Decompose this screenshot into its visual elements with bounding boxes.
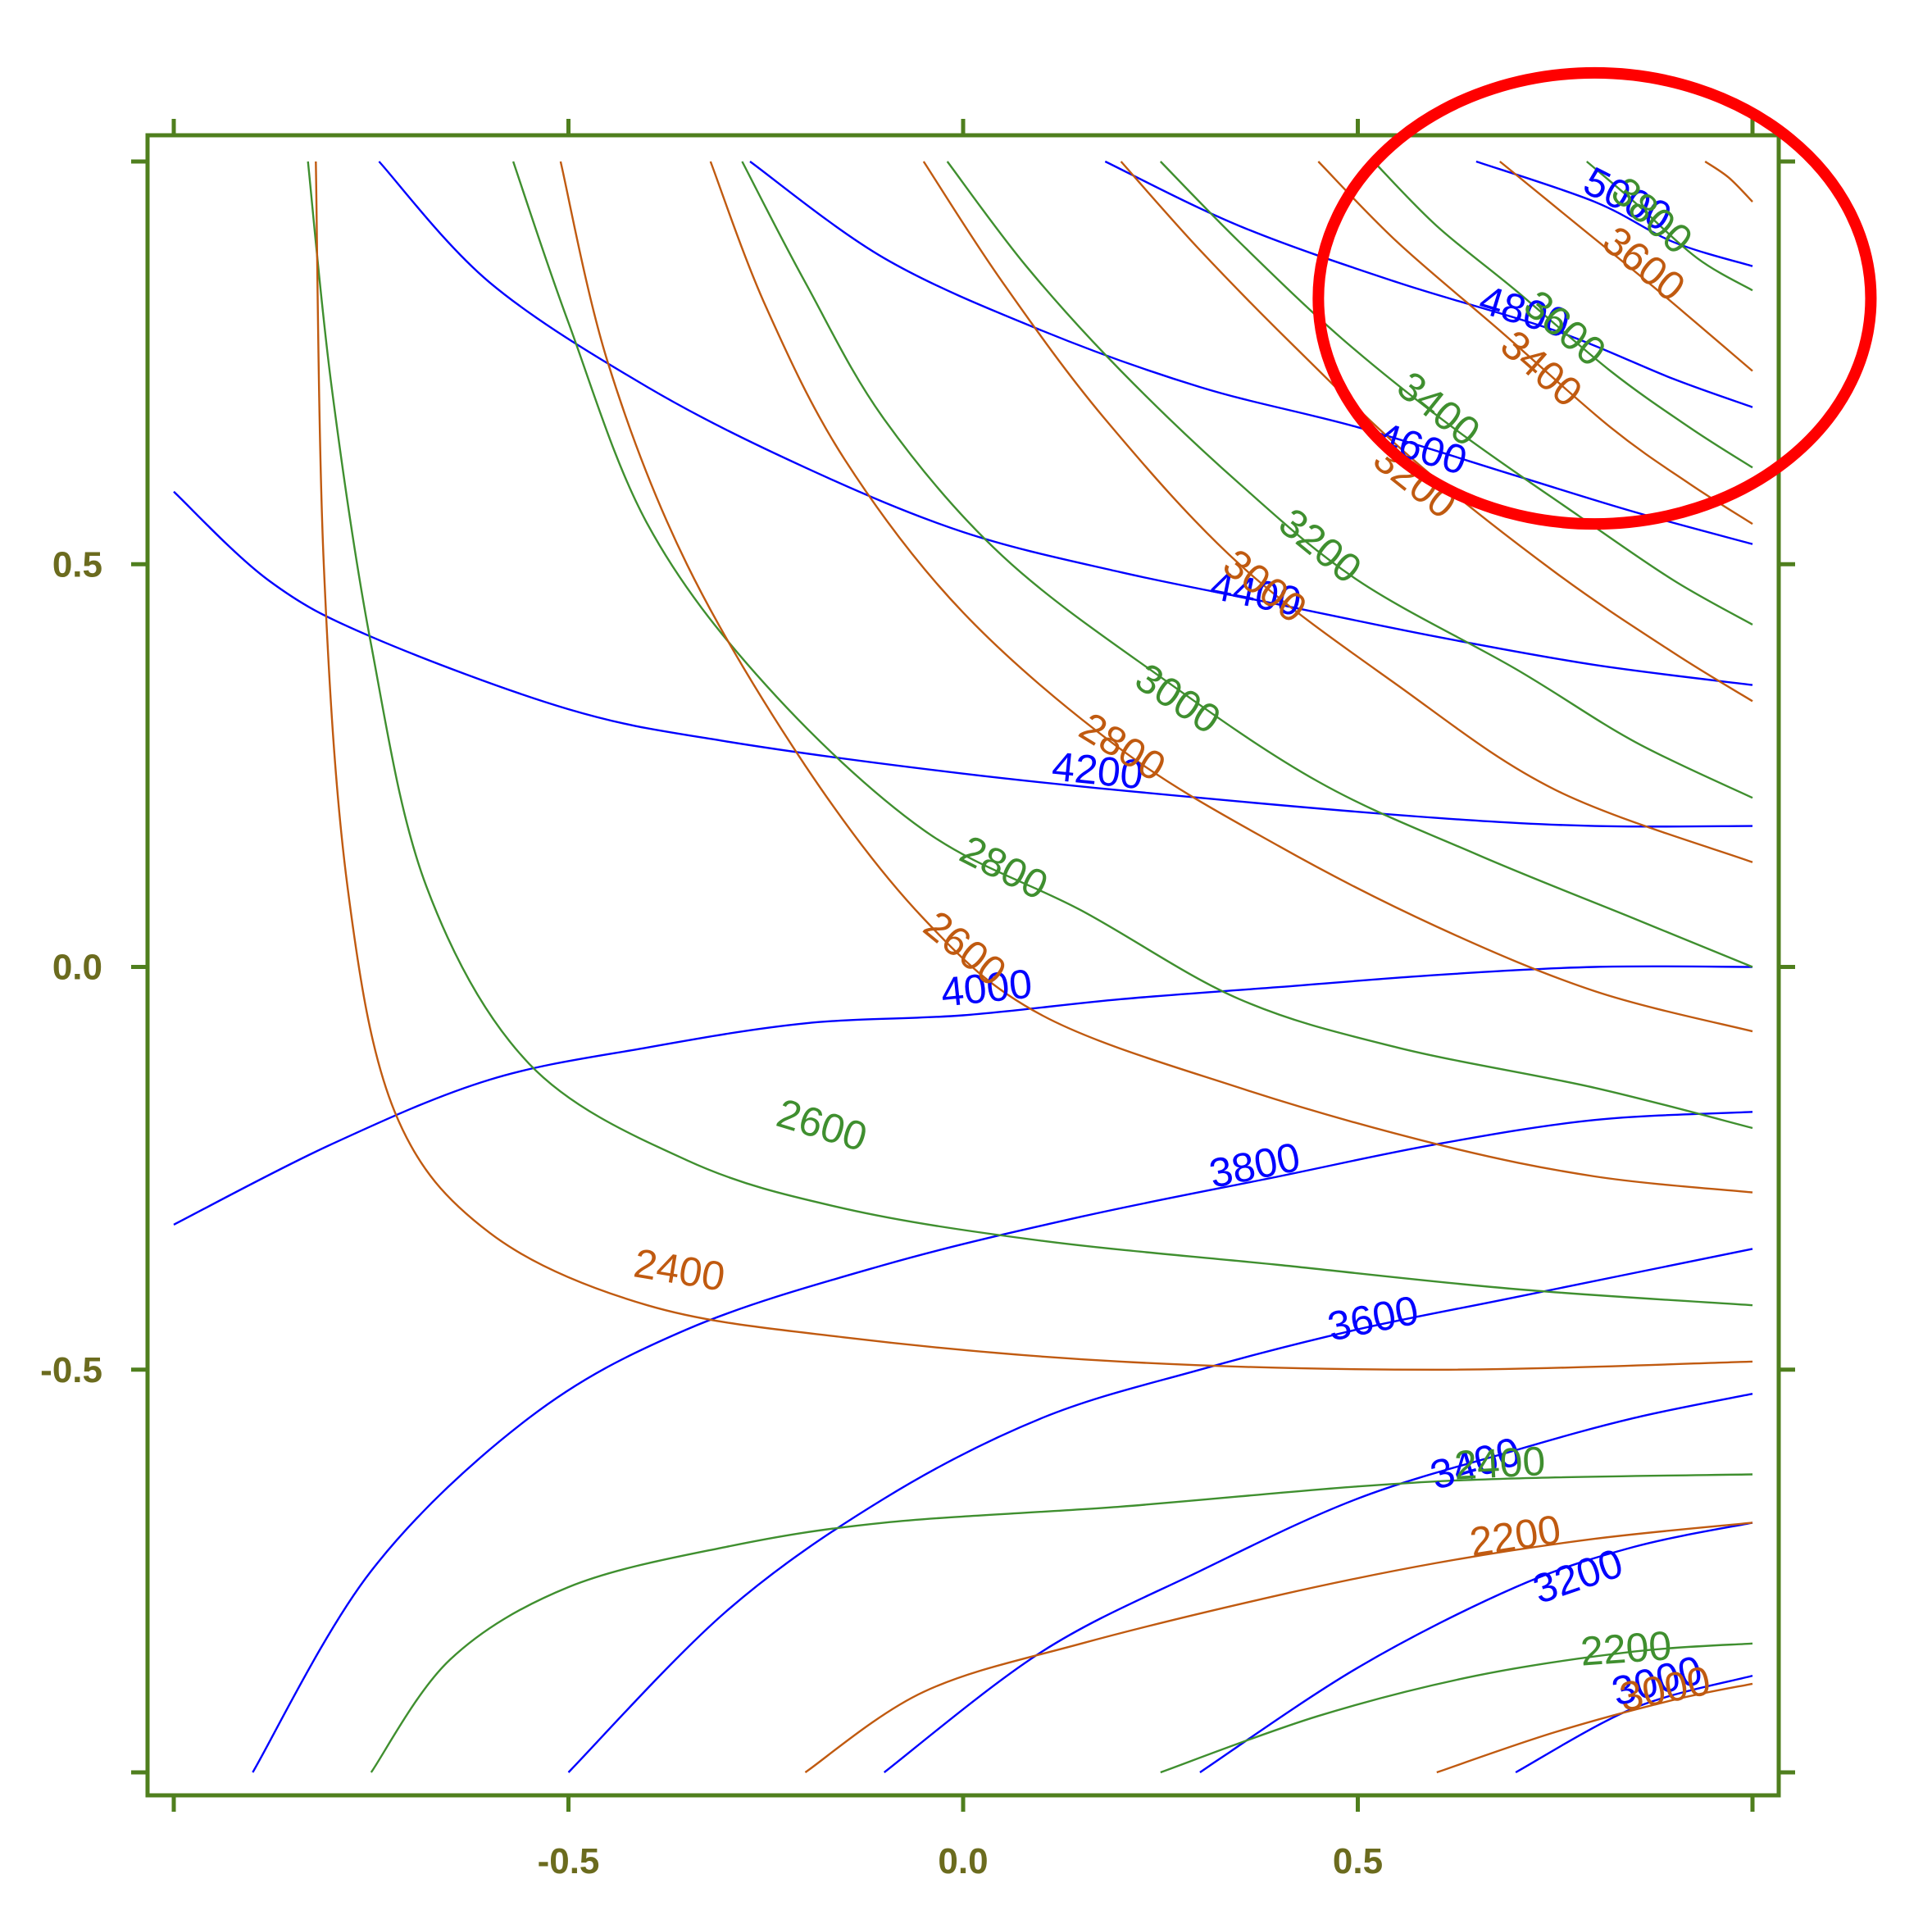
contour-label-orange-2200: 2200 — [1466, 1506, 1563, 1565]
contours-layer — [173, 160, 1753, 1774]
contour-line-orange-2400 — [315, 161, 1753, 1372]
contour-line-green-3400 — [1159, 161, 1753, 625]
contour-line-blue-4400 — [378, 161, 1753, 686]
contour-label-blue-3800: 3800 — [1205, 1134, 1303, 1197]
x-tick-label: 0.0 — [938, 1841, 988, 1881]
contour-line-blue-4600 — [749, 161, 1753, 545]
contour-line-green-2600 — [307, 161, 1753, 1307]
contour-line-orange-2800 — [709, 161, 1753, 1033]
contour-label-blue-4000: 4000 — [939, 961, 1034, 1016]
contour-label-green-2400: 2400 — [1453, 1438, 1547, 1489]
contour-line-green-3800 — [1586, 161, 1753, 292]
contour-label-green-2200: 2200 — [1579, 1622, 1673, 1674]
contour-label-blue-4200: 4200 — [1050, 743, 1145, 798]
contour-line-orange-3800 — [1704, 161, 1753, 202]
contour-line-blue-3000 — [1515, 1674, 1753, 1774]
contour-line-green-3000 — [741, 161, 1753, 968]
contour-line-blue-4000 — [173, 965, 1753, 1226]
contour-line-green-2200 — [1160, 1642, 1753, 1774]
contour-label-green-2600: 2600 — [771, 1089, 872, 1160]
axes-layer: -0.5 0.0 0.5 0.5 0.0 -0.5 — [40, 119, 1795, 1881]
y-tick-label: -0.5 — [40, 1350, 102, 1390]
contour-labels-layer: 3000320034003600380040004200440046004800… — [631, 158, 1715, 1721]
contour-line-blue-3800 — [252, 1111, 1753, 1773]
contour-label-green-3000: 3000 — [1127, 654, 1229, 743]
y-tick-label: 0.0 — [52, 948, 102, 988]
contour-label-blue-3600: 3600 — [1324, 1287, 1422, 1350]
contour-line-green-3200 — [946, 161, 1753, 799]
contour-line-orange-3000 — [922, 161, 1753, 863]
contour-line-blue-4200 — [173, 490, 1753, 828]
annotation-layer — [1312, 66, 1877, 530]
contour-line-orange-3400 — [1317, 161, 1753, 525]
contour-line-green-2400 — [370, 1473, 1753, 1773]
contour-line-orange-3000 — [1436, 1682, 1753, 1774]
contour-line-green-2800 — [511, 161, 1753, 1130]
x-tick-label: -0.5 — [538, 1841, 600, 1881]
contour-line-orange-2200 — [804, 1522, 1753, 1773]
x-tick-label: 0.5 — [1333, 1841, 1383, 1881]
contour-line-orange-3200 — [1120, 161, 1753, 703]
highlight-ellipse — [1312, 66, 1877, 530]
contour-line-orange-3600 — [1499, 161, 1753, 372]
contour-line-blue-3200 — [1199, 1522, 1753, 1773]
contour-line-green-3600 — [1372, 161, 1753, 469]
contour-line-orange-2600 — [559, 161, 1753, 1194]
y-tick-label: 0.5 — [52, 544, 102, 585]
contour-line-blue-3600 — [567, 1248, 1753, 1773]
contour-label-orange-2400: 2400 — [631, 1240, 729, 1299]
contour-label-green-2800: 2800 — [953, 826, 1056, 908]
contour-line-blue-5000 — [1475, 160, 1753, 267]
contour-line-blue-4800 — [1104, 160, 1753, 408]
